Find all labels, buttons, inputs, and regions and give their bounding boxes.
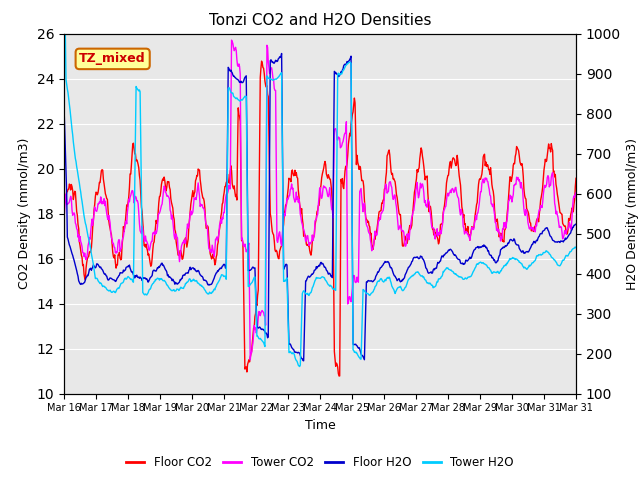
Y-axis label: CO2 Density (mmol/m3): CO2 Density (mmol/m3): [18, 138, 31, 289]
Title: Tonzi CO2 and H2O Densities: Tonzi CO2 and H2O Densities: [209, 13, 431, 28]
Text: TZ_mixed: TZ_mixed: [79, 52, 146, 65]
Y-axis label: H2O Density (mmol/m3): H2O Density (mmol/m3): [627, 138, 639, 289]
X-axis label: Time: Time: [305, 419, 335, 432]
Legend: Floor CO2, Tower CO2, Floor H2O, Tower H2O: Floor CO2, Tower CO2, Floor H2O, Tower H…: [122, 452, 518, 474]
